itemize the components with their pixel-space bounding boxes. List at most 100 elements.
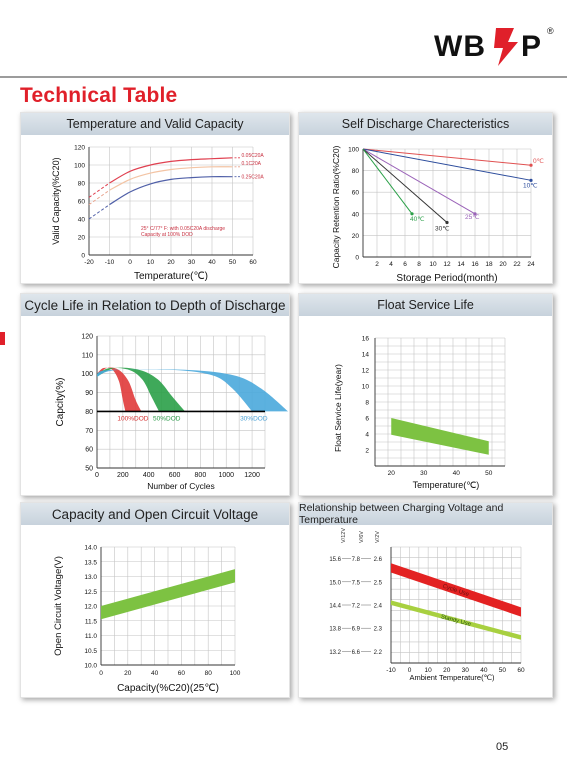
series-label: 50%DOD — [153, 415, 181, 422]
x-tick-label: 40 — [208, 259, 216, 266]
x-tick-label: 10 — [429, 261, 437, 268]
y-tick-label: 10.5 — [84, 648, 97, 655]
y-tick-label: 4 — [365, 432, 369, 439]
series-label: 30%DOD — [240, 415, 268, 422]
voltage-12v: 13.8 — [329, 627, 341, 633]
x-tick-label: 20 — [499, 261, 507, 268]
series-label: 0.25C20A — [242, 175, 265, 181]
series-label: 25℃ — [465, 214, 480, 221]
y-tick-label: 10 — [362, 384, 370, 391]
chart-open-circuit-voltage: 0 20 40 60 80 100 10.0 10.5 11.0 11.5 12.0 12.5 13.0… — [53, 545, 241, 695]
y-tick-label: 12 — [362, 368, 370, 375]
panel-charging-voltage: Relationship between Charging Voltage an… — [298, 502, 553, 698]
x-tick-label: 200 — [117, 472, 129, 479]
chart-cycle-life: 0 200 400 600 800 1000 1200 50 60 70 80 90 100 110 120… — [55, 334, 289, 491]
panel-title: Float Service Life — [299, 294, 552, 316]
x-tick-label: 40 — [453, 470, 461, 477]
series-label: 0.1C20A — [242, 161, 262, 167]
y-tick-label: 120 — [81, 334, 93, 341]
chart-note: Capacity at 100% DOD — [141, 232, 193, 238]
svg-text:P: P — [521, 30, 541, 63]
y-tick-label: 80 — [78, 181, 86, 188]
voltage-12v: 13.2 — [329, 650, 341, 656]
y-tick-label: 60 — [85, 447, 93, 454]
x-tick-label: 1000 — [218, 472, 234, 479]
panel-title: Cycle Life in Relation to Depth of Disch… — [21, 294, 289, 316]
x-tick-label: 20 — [167, 259, 175, 266]
header-rule — [0, 76, 567, 78]
y-tick-label: 0 — [355, 255, 359, 262]
voltage-2v: 2.5 — [374, 580, 383, 586]
x-tick-label: 50 — [499, 667, 507, 674]
cycle-band — [97, 369, 289, 412]
x-axis-label: Storage Period(month) — [396, 273, 497, 284]
x-tick-label: 100 — [230, 670, 241, 677]
y-tick-label: 110 — [82, 352, 93, 359]
column-header: V/2V — [375, 531, 381, 543]
y-tick-label: 100 — [348, 147, 359, 154]
y-tick-label: 40 — [78, 217, 86, 224]
voltage-6v: 7.2 — [352, 604, 361, 610]
series-line-dashed — [88, 189, 110, 206]
series-line — [109, 176, 233, 206]
panel-title: Self Discharge Charecteristics — [299, 113, 552, 135]
series-line — [109, 166, 233, 191]
series-line — [362, 148, 532, 166]
y-tick-label: 8 — [365, 400, 369, 407]
voltage-12v: 14.4 — [329, 604, 341, 610]
y-axis-label: Capacity Retention Ratio(%C20) — [331, 145, 341, 268]
y-tick-label: 70 — [85, 428, 93, 435]
y-tick-label: 11.0 — [85, 633, 98, 640]
voltage-6v: 7.8 — [352, 557, 361, 563]
voltage-band — [101, 569, 235, 620]
voltage-6v: 6.9 — [352, 627, 361, 633]
x-tick-label: 20 — [124, 670, 132, 677]
x-tick-label: -20 — [84, 259, 94, 266]
x-tick-label: 30 — [420, 470, 428, 477]
y-tick-label: 14 — [362, 352, 370, 359]
svg-text:®: ® — [547, 26, 554, 36]
x-tick-label: 600 — [169, 472, 181, 479]
series-end-point — [529, 178, 533, 182]
x-tick-label: 30 — [188, 259, 196, 266]
x-tick-label: -10 — [386, 667, 396, 674]
series-line — [109, 157, 233, 184]
life-band — [391, 418, 489, 455]
y-tick-label: 13.0 — [84, 574, 97, 581]
y-axis-label: Float Service Life(year) — [333, 364, 343, 452]
y-axis-label: Open Circuit Voltage(V) — [53, 556, 64, 656]
voltage-6v: 6.6 — [352, 650, 361, 656]
x-tick-label: 80 — [205, 670, 213, 677]
side-marker — [0, 332, 5, 345]
x-tick-label: 16 — [471, 261, 479, 268]
y-axis-label: Valid Capacity(%C20) — [51, 157, 61, 244]
cycle-band — [97, 367, 142, 412]
y-tick-label: 14.0 — [84, 545, 97, 552]
panel-title: Relationship between Charging Voltage an… — [299, 502, 552, 526]
panel-title: Temperature and Valid Capacity — [21, 113, 289, 135]
panel-title: Capacity and Open Circuit Voltage — [21, 503, 289, 525]
x-tick-label: 60 — [517, 667, 525, 674]
y-tick-label: 2 — [365, 448, 369, 455]
charging-band — [391, 600, 521, 640]
x-tick-label: 50 — [485, 470, 493, 477]
cycle-band — [97, 367, 186, 412]
y-tick-label: 100 — [81, 371, 93, 378]
x-tick-label: 4 — [389, 261, 393, 268]
x-tick-label: 30 — [462, 667, 470, 674]
y-tick-label: 0 — [81, 253, 85, 260]
x-tick-label: 8 — [417, 261, 421, 268]
x-tick-label: 6 — [403, 261, 407, 268]
x-tick-label: 20 — [388, 470, 396, 477]
x-tick-label: 40 — [480, 667, 488, 674]
brand-logo: WB P ® — [430, 20, 560, 68]
x-axis-label: Capacity(%C20)(25℃) — [117, 683, 219, 694]
y-tick-label: 60 — [78, 199, 86, 206]
panel-cycle-life: Cycle Life in Relation to Depth of Disch… — [20, 293, 290, 496]
x-axis-label: Ambient Temperature(℃) — [410, 673, 495, 682]
chart-temperature-capacity: -20 -10 0 10 20 30 40 50 60 0 20 40 60 80 100 120 Valid … — [51, 145, 265, 283]
page-number: 05 — [496, 741, 509, 753]
column-header: V/6V — [359, 531, 365, 543]
x-tick-label: 1200 — [244, 472, 260, 479]
y-tick-label: 80 — [352, 168, 360, 175]
